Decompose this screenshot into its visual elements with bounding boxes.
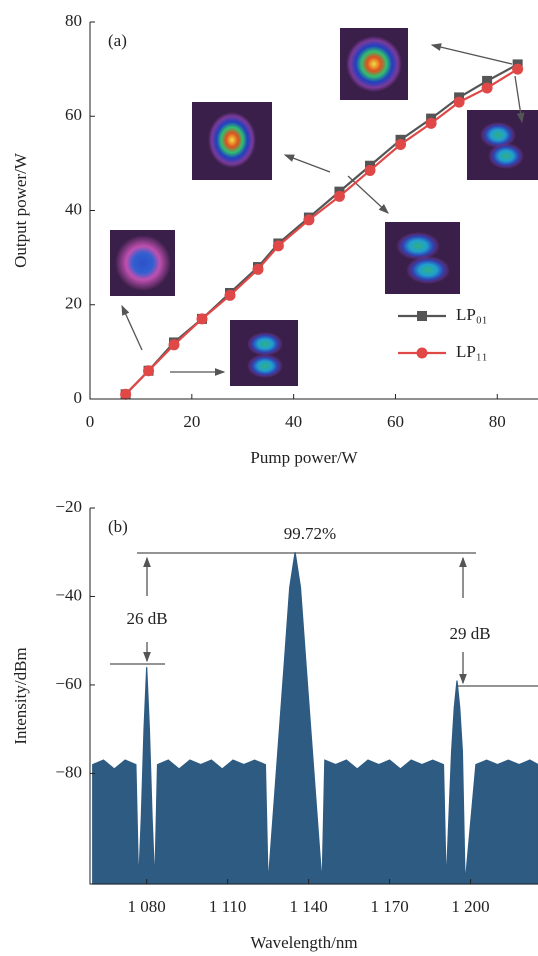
marker: [196, 313, 208, 325]
spectrum-annotations: [110, 552, 538, 687]
marker: [252, 263, 264, 275]
panel: −20 −40 −60 −80 1 080 1 110 1 140 1 170 1 200 Wav…: [11, 497, 538, 952]
y-tick-label: 80: [65, 11, 82, 30]
x-tick-label: 1 140: [289, 897, 327, 916]
y-tick-label: 60: [65, 105, 82, 124]
y-tick-label: 20: [65, 294, 82, 313]
y-axis-label: Intensity/dBm: [11, 647, 30, 744]
annotation: 29 dB: [449, 624, 490, 643]
y-tick-label: −80: [55, 762, 82, 781]
x-tick-label: 40: [285, 412, 302, 431]
marker: [425, 117, 437, 129]
legend-label: LP₁₁: [456, 342, 488, 361]
y-tick-label: −20: [55, 497, 82, 516]
panel-label: (a): [108, 31, 127, 50]
panel-label: (b): [108, 517, 128, 536]
marker: [224, 289, 236, 301]
annotation: 99.72%: [284, 524, 336, 543]
inset-arrows: [121, 43, 525, 376]
legend-label: LP₀₁: [456, 305, 488, 324]
x-tick-label: 80: [489, 412, 506, 431]
marker: [453, 96, 465, 108]
annotation: 26 dB: [126, 609, 167, 628]
marker: [303, 214, 315, 226]
marker: [481, 82, 493, 94]
y-axis-label: Output power/W: [11, 152, 30, 268]
x-axis-label: Pump power/W: [250, 448, 358, 467]
mode-insets: [110, 28, 538, 386]
marker: [395, 139, 407, 151]
x-tick-label: 1 170: [370, 897, 408, 916]
spectrum-area: [92, 552, 538, 885]
axes: [89, 508, 538, 885]
marker: [333, 190, 345, 202]
x-tick-label: 20: [183, 412, 200, 431]
x-tick-label: 0: [86, 412, 95, 431]
x-tick-label: 1 080: [128, 897, 166, 916]
panel: LP₀₁ LP₁₁ 0 20 40 60 80 0 20 40 60 80 Pump power/W Ou…: [11, 11, 538, 467]
y-tick-label: 40: [65, 199, 82, 218]
marker: [143, 365, 155, 377]
marker: [120, 388, 132, 400]
legend-marker: [417, 311, 427, 321]
marker: [168, 339, 180, 351]
x-tick-label: 1 200: [451, 897, 489, 916]
marker: [512, 63, 524, 75]
legend-marker: [416, 347, 428, 359]
y-tick-label: −60: [55, 674, 82, 693]
x-axis-label: Wavelength/nm: [250, 933, 357, 952]
x-tick-label: 1 110: [209, 897, 247, 916]
y-tick-label: −40: [55, 585, 82, 604]
marker: [272, 240, 284, 252]
y-tick-label: 0: [74, 388, 83, 407]
x-tick-label: 60: [387, 412, 404, 431]
marker: [364, 164, 376, 176]
marker: [482, 75, 493, 86]
